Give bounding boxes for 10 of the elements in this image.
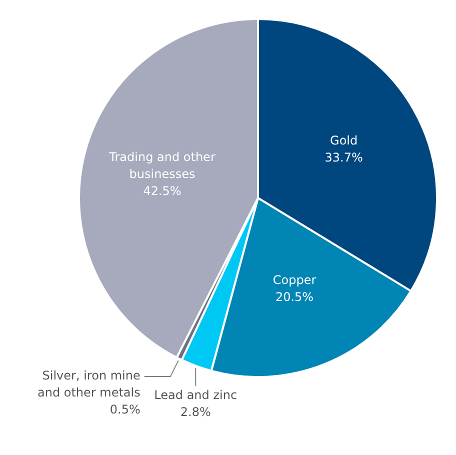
data-label: 33.7% (324, 150, 363, 164)
slice-label: Trading and other businesses (108, 150, 216, 182)
data-label: 0.5% (110, 402, 140, 417)
slice-label: Gold (330, 133, 358, 148)
data-label: 20.5% (275, 290, 314, 304)
slice-label: Copper (272, 273, 316, 288)
slice-label: Lead and zinc (154, 388, 238, 402)
data-label: 42.5% (143, 184, 182, 198)
slice-label: Silver, iron mine and other metals (37, 368, 140, 400)
data-label: 2.8% (180, 405, 211, 420)
